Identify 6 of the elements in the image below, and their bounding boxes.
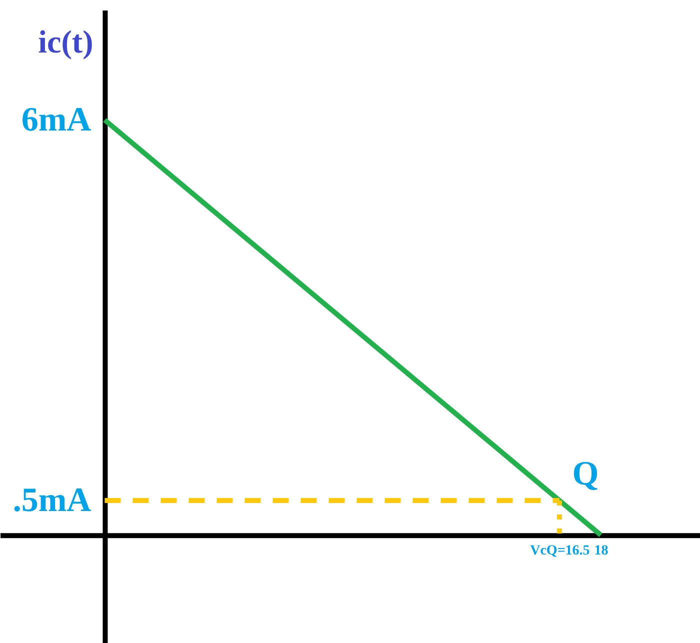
y-axis-title: ic(t) (38, 24, 94, 60)
annotation: Q (572, 455, 599, 492)
x-tick-label: VcQ=16.5 (530, 544, 590, 559)
x-tick-label: 18 (594, 544, 608, 559)
y-tick-label: 6mA (21, 101, 92, 138)
y-tick-label: .5mA (12, 482, 92, 519)
